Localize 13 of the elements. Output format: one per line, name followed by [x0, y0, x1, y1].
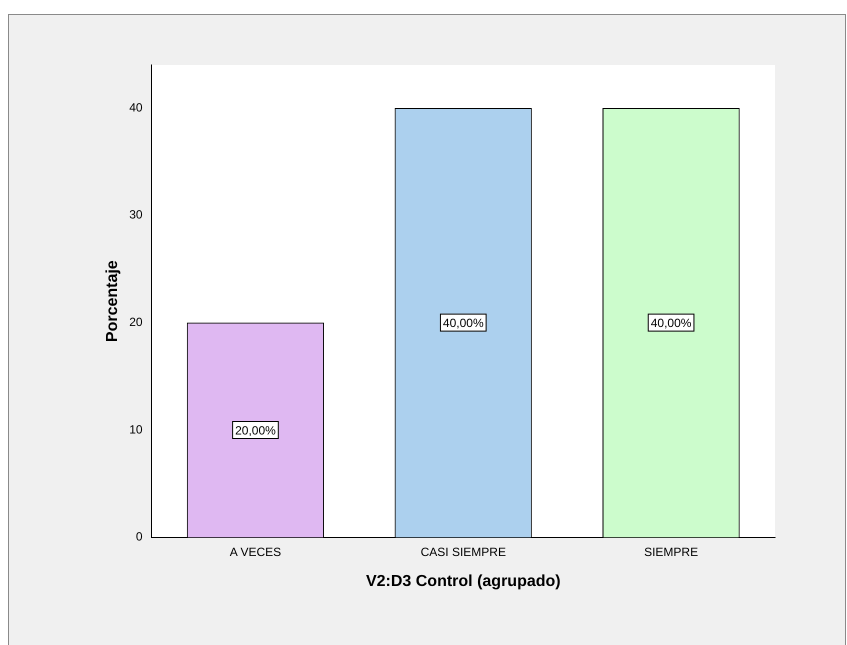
y-tick-label: 40 [129, 100, 143, 114]
y-tick-label: 20 [129, 314, 143, 329]
y-tick-label: 10 [129, 422, 143, 436]
data-label: 20,00% [235, 423, 276, 438]
y-tick-label: 30 [129, 208, 143, 222]
x-tick-label: SIEMPRE [644, 544, 698, 559]
x-tick-label: A VECES [230, 544, 282, 559]
data-label: 40,00% [650, 316, 692, 330]
x-tick-label: CASI SIEMPRE [420, 544, 506, 559]
y-axis-title: Porcentaje [104, 260, 122, 342]
data-label: 40,00% [442, 316, 484, 330]
y-tick-label: 0 [136, 530, 143, 544]
x-axis-title: V2:D3 Control (agrupado) [366, 572, 561, 590]
